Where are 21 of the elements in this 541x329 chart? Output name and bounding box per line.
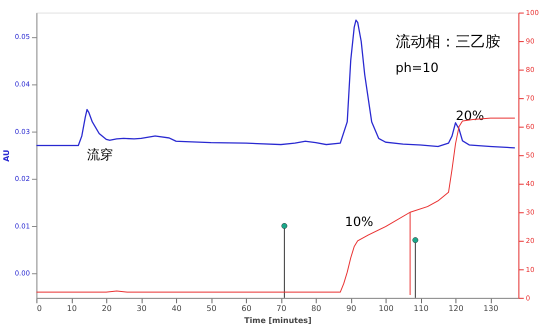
annotation: 10% (344, 215, 374, 230)
x-axis-title: Time [minutes] (244, 316, 312, 325)
annotation: 20% (456, 108, 484, 124)
x-tick-label: 90 (346, 304, 356, 314)
x-tick-label: 30 (136, 304, 147, 314)
annotation: 流穿 (87, 147, 114, 164)
x-tick-label: 20 (102, 304, 112, 314)
annotation: 流动相：三乙胺 (395, 34, 500, 51)
x-tick-label: 10 (66, 304, 77, 314)
x-tick-label: 110 (414, 304, 429, 314)
x-tick-label: 60 (241, 304, 252, 314)
x-tick-label: 100 (378, 304, 394, 314)
x-tick-label: 40 (172, 304, 182, 314)
x-tick-label: 70 (276, 304, 286, 314)
y-axis-title: AU (2, 150, 11, 162)
annotation: ph=10 (395, 60, 439, 76)
x-tick-label: 120 (448, 304, 464, 314)
x-tick-label: 0 (36, 304, 42, 314)
x-tick-label: 80 (311, 304, 322, 314)
x-tick-label: 130 (483, 304, 498, 314)
x-tick-label: 50 (206, 304, 217, 314)
